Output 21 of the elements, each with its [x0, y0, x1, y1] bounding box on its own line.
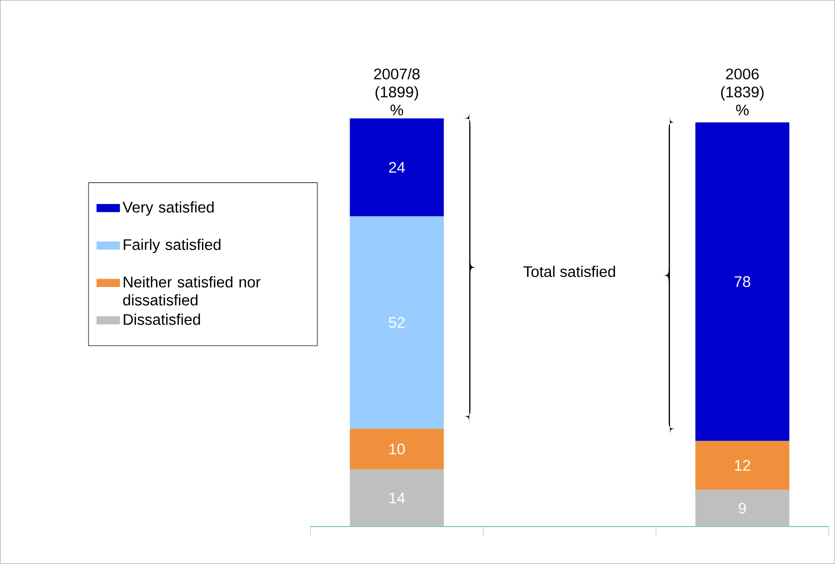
bar: [350, 469, 444, 527]
bar: [350, 428, 444, 470]
bar: [695, 440, 790, 490]
bar: [695, 490, 790, 527]
data-label: 78: [734, 276, 750, 288]
legend-label: Very satisfied: [122, 201, 214, 216]
bar: [350, 216, 444, 429]
x-tick-label: 2006 (1839) %: [721, 68, 764, 116]
bar: [695, 122, 790, 441]
data-label: 14: [389, 492, 405, 504]
data-label: 24: [389, 162, 405, 173]
legend-label: Dissatisfied: [124, 314, 200, 325]
data-label: 12: [734, 460, 750, 471]
annotation: Total satisfied: [523, 266, 616, 278]
data-label: 10: [389, 444, 405, 454]
legend-label: Fairly satisfied: [124, 238, 220, 254]
data-label: 9: [738, 502, 746, 514]
data-label: 52: [388, 317, 405, 328]
legend-label: Neither satisfied nor dissatisfied: [123, 276, 260, 306]
bar: [350, 118, 444, 216]
x-tick-label: 2007/8 (1899) %: [374, 68, 420, 116]
